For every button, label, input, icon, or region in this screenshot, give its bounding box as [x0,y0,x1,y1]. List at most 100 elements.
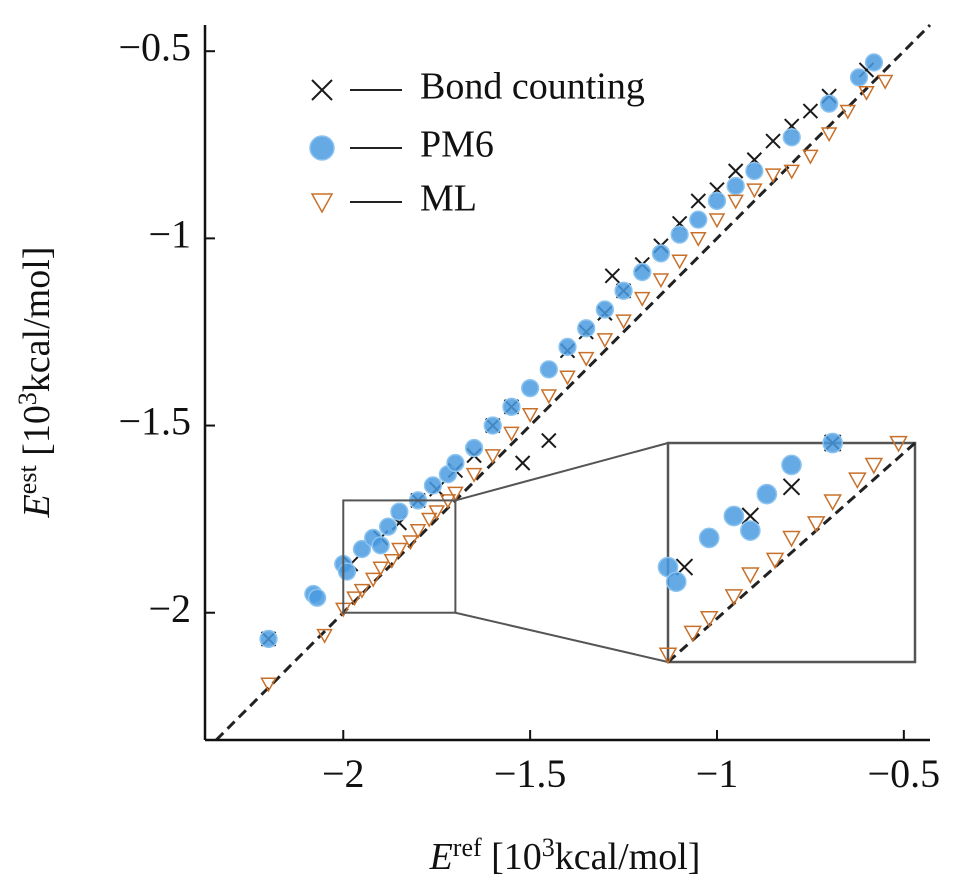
point [520,378,540,398]
x-axis-label-part: ref [453,833,482,862]
y-axis-label-part: kcal/mol] [16,247,58,393]
point [464,438,484,458]
point [465,467,483,483]
inset-point [683,625,702,643]
point [849,68,869,87]
y-tick-label: −2 [148,586,191,631]
point [484,449,502,465]
inset-point [823,494,842,511]
point [372,561,389,577]
inset-point [756,483,778,505]
inset-point [806,516,826,533]
point [391,542,408,558]
point [352,539,372,559]
point [670,225,689,244]
point [446,453,465,473]
point [690,232,707,247]
point [671,254,688,270]
point [503,426,520,442]
point [371,536,390,555]
inset-point [741,507,760,525]
inset-point [848,472,867,490]
point [633,262,652,282]
legend-marker [310,193,334,214]
y-tick-label: −0.5 [118,24,191,69]
inset-point [822,432,844,454]
y-axis-label-part: E [16,494,58,518]
point [483,416,502,435]
point [727,194,744,210]
point [353,583,371,599]
reference-line [215,23,932,742]
point [651,244,671,263]
point [596,333,614,348]
point [559,370,576,386]
zoom-connector [455,611,669,663]
inset-point [698,527,720,549]
y-axis-label: Eest [103kcal/mol] [13,247,58,519]
point [819,94,839,113]
point [690,193,707,209]
point [858,86,875,101]
point [652,273,670,289]
point [502,397,521,416]
x-axis-label-part: kcal/mol] [555,836,701,878]
point [259,629,278,649]
point [782,128,801,147]
inset-point [765,552,785,570]
point [727,163,744,179]
inset-point [723,505,745,527]
inset-point [741,567,760,584]
inset-point [889,435,908,453]
point [745,161,764,181]
point [876,74,894,90]
legend-label: Bond counting [420,66,645,108]
inset-point [699,611,719,628]
point [764,168,782,184]
inset-point [782,530,801,548]
legend-marker [309,135,335,161]
y-tick-label: −1.5 [118,399,191,444]
inset-point [724,589,744,606]
point [521,407,539,423]
point [614,281,633,300]
point [260,677,277,693]
y-axis-label-part: 3 [13,392,42,405]
inset-point [864,457,884,475]
point [346,591,363,607]
point [541,432,557,449]
point [802,149,819,165]
x-axis-label-part: [10 [482,836,542,878]
point [577,319,596,338]
point [402,535,419,551]
inset-point [658,647,678,665]
legend-marker [311,79,333,101]
zoom-connector [455,442,669,502]
point [689,210,708,229]
point [337,562,357,581]
point [604,268,621,284]
point [708,213,726,229]
legend-label: ML [420,178,477,220]
point [428,505,445,521]
point [864,53,884,72]
point [633,291,651,307]
point [707,191,727,211]
point [383,553,401,569]
point [307,588,327,607]
point [423,476,443,495]
x-tick-label: −1 [696,751,739,796]
x-axis-label: Eref [103kcal/mol] [429,833,701,878]
point [726,176,745,196]
point [783,164,801,180]
y-tick-label: −1 [148,212,191,257]
inset-point [782,478,801,496]
point [615,314,632,330]
point [447,486,464,502]
point [839,104,857,120]
point [539,360,558,379]
point [595,300,615,319]
point [378,517,398,536]
point [540,389,558,405]
